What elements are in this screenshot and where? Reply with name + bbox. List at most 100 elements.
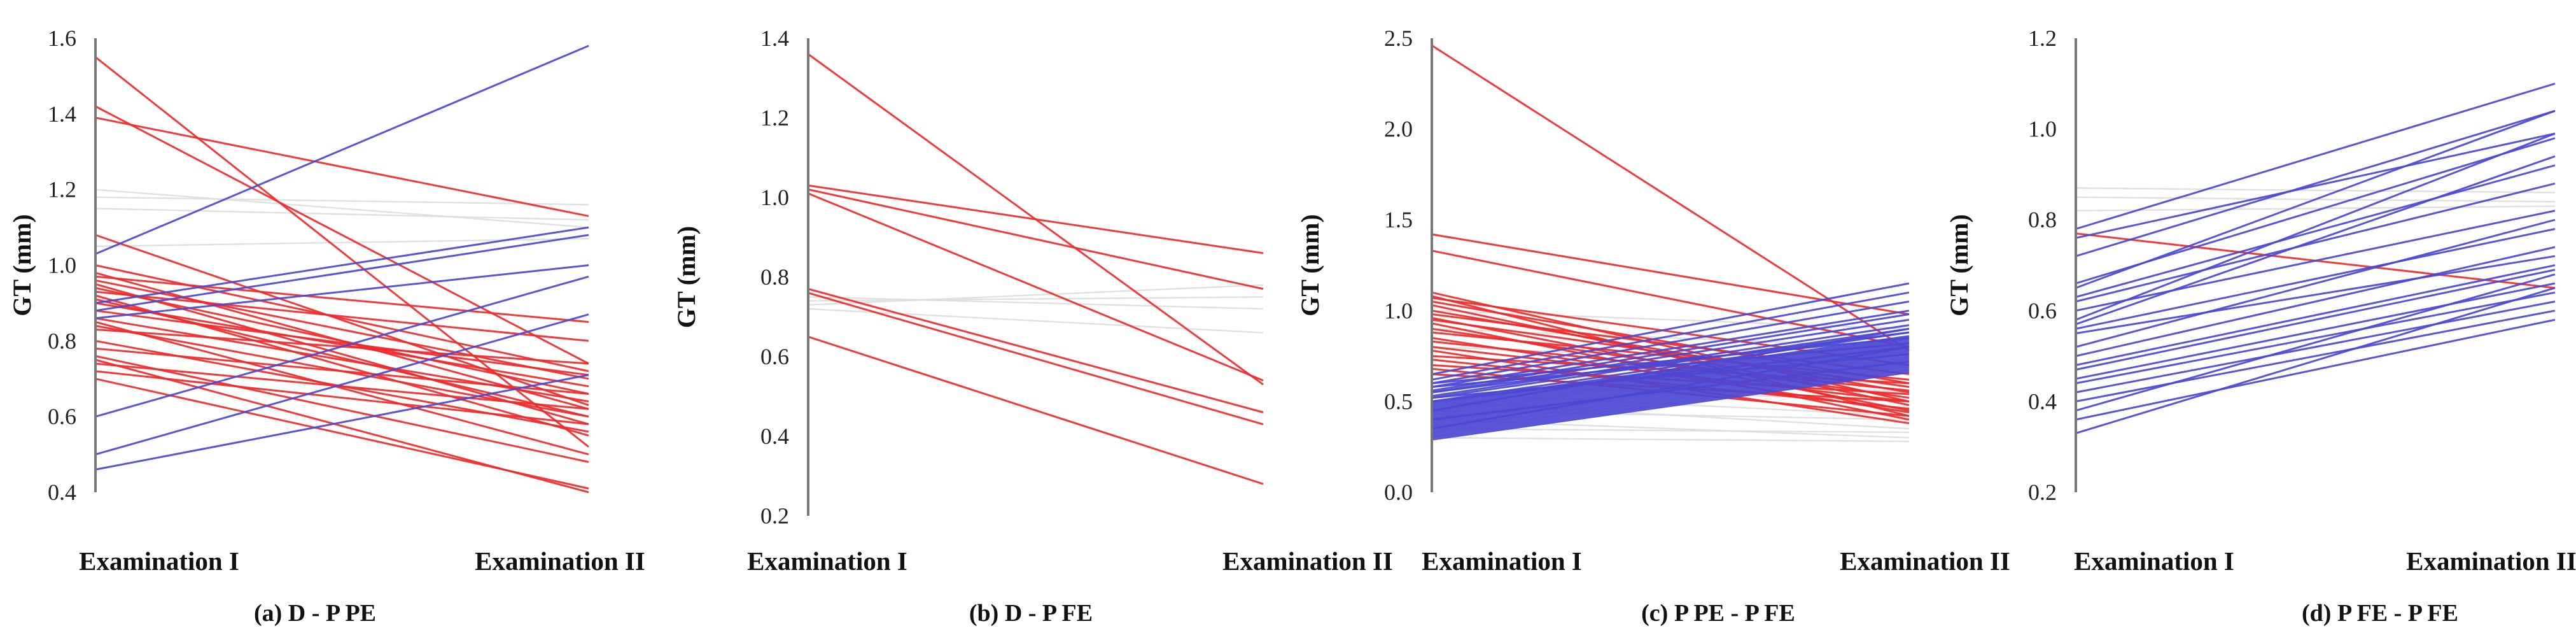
series-line-increase [2075, 155, 2556, 325]
series-line-increase [1431, 369, 1910, 439]
series-line-increase [2075, 218, 2556, 348]
series-line-nochange [808, 284, 1264, 306]
series-line-increase [1431, 366, 1910, 436]
panel-title: (c) P PE - P FE [1641, 600, 1795, 627]
series-line-increase [1431, 313, 1910, 392]
y-tick-label: 1.0 [760, 185, 789, 210]
series-line-increase [1431, 353, 1910, 399]
series-line-increase [1431, 282, 1910, 376]
y-tick-label: 0.8 [48, 328, 76, 353]
series-line-increase [2075, 309, 2556, 402]
series-line-increase [1431, 337, 1910, 385]
y-tick-label: 2.0 [1384, 117, 1413, 142]
series-line-increase [1431, 291, 1910, 381]
y-tick-label: 0.6 [2028, 298, 2057, 324]
x-category-label: Examination I [2074, 546, 2234, 576]
series-line-increase [2075, 210, 2556, 312]
y-tick-label: 0.8 [760, 264, 789, 290]
series-line-increase [95, 45, 589, 255]
series-line-increase [1431, 351, 1910, 421]
x-category-label: Examination I [1422, 546, 1582, 576]
series-line-decrease [95, 56, 589, 448]
series-line-decrease [95, 317, 589, 402]
series-line-increase [1431, 327, 1910, 412]
series-line-increase [2075, 255, 2556, 334]
series-line-decrease [95, 279, 589, 380]
y-tick-label: 1.2 [760, 105, 789, 131]
y-tick-label: 0.2 [2028, 480, 2057, 505]
series-line-decrease [95, 370, 589, 425]
y-tick-label: 0.6 [48, 404, 76, 429]
series-line-increase [1431, 371, 1910, 441]
panel-title: (d) P FE - P FE [2302, 600, 2458, 627]
series-line-decrease [808, 192, 1264, 381]
series-line-nochange [808, 296, 1264, 302]
series-line-decrease [808, 288, 1264, 413]
series-line-increase [2075, 273, 2556, 412]
x-category-label: Examination I [747, 546, 907, 576]
series-line-increase [1431, 362, 1910, 432]
y-tick-label: 0.5 [1384, 388, 1413, 414]
y-tick-label: 0.4 [760, 423, 789, 449]
y-tick-label: 1.5 [1384, 207, 1413, 232]
x-category-label: Examination II [2406, 546, 2576, 576]
series-line-increase [95, 275, 589, 418]
x-category-label: Examination I [79, 546, 239, 576]
series-line-decrease [95, 117, 589, 217]
series-line-increase [2075, 132, 2556, 321]
x-category-label: Examination II [1222, 546, 1393, 576]
panel-title: (a) D - P PE [254, 600, 376, 627]
x-category-label: Examination II [1840, 546, 2010, 576]
series-line-increase [1431, 360, 1910, 421]
series-line-increase [1431, 360, 1910, 430]
series-line-increase [95, 264, 589, 320]
series-line-nochange [95, 188, 589, 229]
series-line-decrease [808, 292, 1264, 425]
series-line-nochange [2075, 187, 2556, 194]
series-line-increase [1431, 301, 1910, 385]
series-line-nochange [2075, 205, 2556, 212]
series-line-increase [2075, 228, 2556, 330]
series-line-nochange [95, 208, 589, 221]
y-tick-label: 0.6 [760, 344, 789, 369]
y-tick-label: 1.2 [2028, 25, 2057, 51]
series-line-increase [1431, 364, 1910, 434]
y-tick-label: 1.2 [48, 177, 76, 203]
series-line-decrease [95, 362, 589, 410]
y-tick-label: 1.0 [2028, 117, 2057, 142]
series-line-increase [1431, 342, 1910, 388]
series-line-increase [1431, 367, 1910, 437]
series-line-increase [1431, 346, 1910, 402]
series-line-decrease [95, 355, 589, 463]
y-axis-label: GT (mm) [672, 226, 701, 328]
y-tick-label: 0.2 [760, 503, 789, 529]
y-tick-label: 0.0 [1384, 480, 1413, 505]
y-tick-label: 1.6 [48, 25, 76, 51]
series-line-increase [2075, 287, 2556, 434]
y-tick-label: 0.4 [2028, 388, 2057, 414]
y-tick-label: 2.5 [1384, 25, 1413, 51]
panel-title: (b) D - P FE [969, 600, 1093, 627]
y-axis-label: GT (mm) [1945, 214, 1973, 316]
series-line-increase [2075, 291, 2556, 385]
series-line-increase [1431, 346, 1910, 415]
series-line-decrease [1431, 233, 1910, 315]
series-line-decrease [95, 302, 589, 388]
y-tick-label: 1.4 [48, 101, 76, 127]
series-line-decrease [95, 347, 589, 395]
series-line-nochange [95, 196, 589, 206]
y-tick-label: 0.4 [48, 480, 76, 505]
series-line-decrease [95, 264, 589, 373]
series-line-decrease [95, 275, 589, 324]
y-tick-label: 1.4 [760, 25, 789, 51]
series-line-decrease [808, 184, 1264, 254]
series-line-increase [1431, 309, 1910, 388]
series-line-increase [2075, 264, 2556, 366]
y-tick-label: 1.0 [1384, 298, 1413, 324]
series-line-decrease [95, 290, 589, 342]
series-line-nochange [1431, 309, 1910, 330]
series-line-increase [2075, 110, 2556, 289]
series-line-nochange [95, 238, 589, 248]
series-line-decrease [95, 298, 589, 418]
